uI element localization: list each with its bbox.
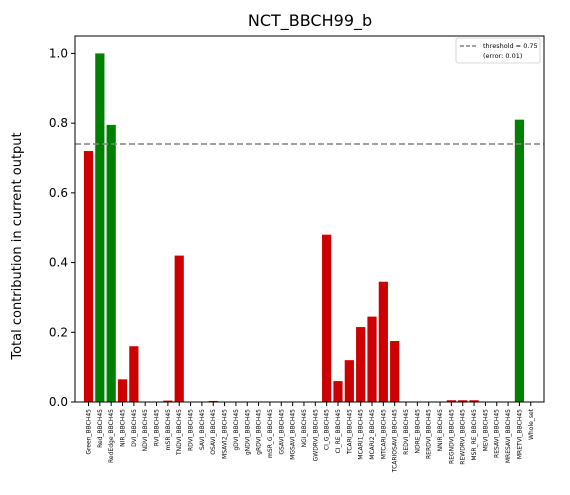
bar (458, 400, 468, 402)
bar (208, 400, 218, 402)
x-tick-label: REGNDVI_BBCH45 (448, 409, 455, 464)
bars-group (83, 53, 525, 403)
x-tick-label: mSR_G_BBCH45 (267, 409, 274, 458)
x-tick-label: CI_RE_BBCH45 (335, 409, 342, 454)
bar (514, 119, 525, 402)
x-tick-label: OSAVI_BBCH45 (210, 409, 217, 455)
x-tick-label: Red_BBCH45 (97, 409, 104, 448)
x-tick-label: Green_BBCH45 (86, 409, 93, 455)
bar (469, 400, 479, 402)
bar (322, 234, 332, 402)
bar (163, 400, 173, 402)
x-tick-label: REWDRVI_BBCH45 (460, 409, 467, 465)
y-tick-label: 0.6 (49, 186, 68, 200)
bar (333, 381, 343, 402)
x-tick-label: GSAVI_BBCH45 (278, 409, 285, 455)
x-tick-label: TCARI_BBCH45 (346, 409, 353, 455)
plot-frame (74, 35, 545, 403)
x-tick-label: RVI_BBCH45 (154, 409, 161, 446)
bar (174, 255, 184, 402)
x-tick-label: DVI_BBCH45 (131, 409, 138, 447)
x-tick-label: RDVI_BBCH45 (188, 409, 195, 451)
y-tick-label: 0.0 (49, 395, 68, 409)
y-tick-label: 0.2 (49, 325, 68, 339)
legend-threshold-label: threshold = 0.75 (483, 42, 538, 50)
bar (83, 151, 94, 402)
x-tick-label: RESAVI_BBCH45 (494, 409, 501, 458)
x-ticks-group: Green_BBCH45 Red_BBCH45 RedEdge_BBCH45 NIR_… (86, 402, 535, 473)
x-tick-label: REDVI_BBCH45 (403, 409, 410, 455)
x-tick-label: NDRE_BBCH45 (414, 409, 421, 454)
x-tick-label: NDVI_BBCH45 (142, 409, 149, 452)
bar (390, 341, 400, 402)
x-tick-label: MSR_RE_BBCH45 (471, 409, 478, 461)
x-tick-label: NGI_BBCH45 (301, 409, 308, 448)
x-tick-label: gRDVI_BBCH45 (256, 409, 263, 455)
x-tick-label: MRETVI_BBCH45 (516, 409, 523, 459)
y-tick-label: 0.8 (49, 116, 68, 130)
x-tick-label: NIR_BBCH45 (120, 409, 127, 447)
x-tick-label: NNIR_BBCH45 (437, 409, 444, 452)
x-tick-label: mSR_BBCH45 (165, 409, 172, 450)
chart-title: NCT_BBCH99_b (248, 11, 372, 31)
x-tick-label: MGSAVI_BBCH45 (290, 409, 297, 460)
y-tick-label: 1.0 (49, 46, 68, 60)
x-tick-label: gNDVI_BBCH45 (244, 409, 251, 455)
x-tick-label: gDVI_BBCH45 (233, 409, 240, 451)
bar (378, 281, 388, 402)
x-tick-label: RERDVI_BBCH45 (426, 409, 433, 459)
bar (95, 53, 105, 403)
x-tick-label: SAVI_BBCH45 (199, 409, 206, 450)
x-tick-label: MCARI2_BBCH45 (369, 409, 376, 460)
bar (344, 360, 354, 402)
bar (129, 346, 139, 402)
x-tick-label: MCARI1_BBCH45 (358, 409, 365, 460)
x-tick-label: TCARIOSAVI_BBCH45 (392, 409, 399, 473)
x-tick-label: RedEdge_BBCH45 (108, 409, 115, 463)
bar (446, 400, 456, 402)
x-tick-label: CI_G_BBCH45 (324, 409, 331, 450)
x-tick-label: MSAVI2_BBCH45 (222, 409, 229, 459)
y-ticks-group: 0.0 0.2 0.4 0.6 0.8 1.0 (49, 46, 75, 409)
legend-threshold-error: (error: 0.01) (483, 52, 522, 60)
x-tick-label: GWDRVI_BBCH45 (312, 409, 319, 462)
x-tick-label: MEVI_BBCH45 (482, 409, 489, 451)
x-tick-label: Whole_set (528, 408, 535, 440)
y-axis-label: Total contribution in current output (10, 132, 25, 360)
x-tick-label: TNDVI_BBCH45 (176, 409, 183, 456)
bar (117, 379, 128, 402)
legend-box (455, 37, 541, 64)
x-tick-label: MRESAVI_BBCH45 (505, 409, 512, 463)
y-tick-label: 0.4 (49, 256, 68, 270)
bar (106, 124, 116, 402)
bar (367, 316, 377, 402)
legend: threshold = 0.75 (error: 0.01) (455, 37, 541, 64)
x-tick-label: MTCARI_BBCH45 (380, 409, 387, 459)
bar (356, 327, 366, 402)
